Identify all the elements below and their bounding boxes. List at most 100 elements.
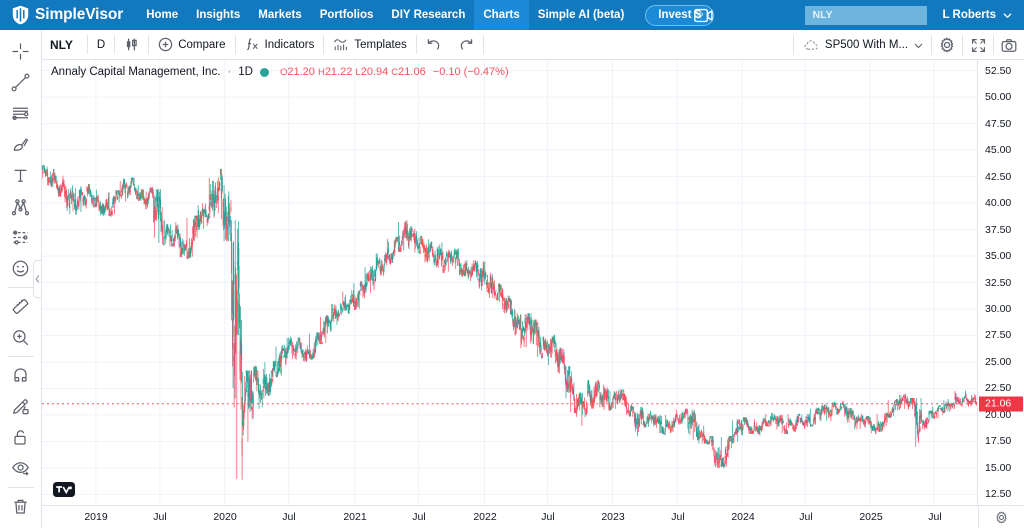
chart-toolbar-right: SP500 With M... [792,30,1024,60]
series-status-dot [259,67,269,77]
undo-button[interactable] [417,30,450,59]
shield-logo-icon [12,5,29,25]
legend-ohlc: O21.20 H21.22 L20.94 C21.06 −0.10 (−0.47… [280,66,509,78]
fx-icon [246,38,258,51]
legend-close-label: C [391,67,399,78]
price-tick-label: 42.50 [985,170,1012,183]
draw-lock-icon[interactable] [5,391,37,422]
video-help-icon[interactable]: ? [691,0,717,30]
price-tick-label: 47.50 [985,117,1012,130]
measure-ruler-icon[interactable] [5,291,37,322]
toolbar-divider [482,35,484,54]
symbol-search-input[interactable] [804,5,927,25]
last-price-badge: 21.06 [979,396,1023,412]
eye-hide-icon[interactable] [5,453,37,484]
interval-button[interactable]: D [96,38,106,51]
plot-area[interactable]: Annaly Capital Management, Inc. · 1D O21… [41,60,978,506]
chevron-left-icon [35,275,40,283]
nav-item-home[interactable]: Home [146,9,179,21]
time-tick-label: 2021 [343,511,367,523]
price-tick-label: 40.00 [985,197,1012,210]
legend-series-title[interactable]: Annaly Capital Management, Inc. [51,66,221,78]
indicators-button[interactable]: Indicators [236,30,324,59]
time-tick-label: 2020 [213,511,237,523]
candles [41,164,978,480]
chart-area: Annaly Capital Management, Inc. · 1D O21… [41,60,1024,506]
nav-item-simple-ai[interactable]: Simple AI (beta) [537,9,625,21]
legend-open-label: O [279,67,288,78]
price-tick-label: 37.50 [985,223,1012,236]
chart-settings-button[interactable] [932,30,962,60]
time-tick-label: 2022 [473,511,497,523]
layout-select[interactable]: SP500 With M... [794,30,931,60]
nav-item-portfolios[interactable]: Portfolios [319,9,374,21]
fullscreen-icon [971,38,985,52]
nav-item-insights[interactable]: Insights [196,9,241,21]
trash-icon[interactable] [5,491,37,522]
time-tick-label: Jul [799,511,813,523]
compare-button[interactable]: Compare [149,30,234,59]
chart-legend: Annaly Capital Management, Inc. · 1D O21… [51,66,509,78]
cross-cursor-icon[interactable] [5,36,37,67]
price-tick-label: 27.50 [985,329,1012,342]
top-navigation-bar: SimpleVisor Home Insights Markets Portfo… [0,0,1024,30]
toolbar-divider [792,35,794,55]
plus-circle-icon [158,37,173,52]
nav-item-diy-research[interactable]: DIY Research [391,9,466,21]
toolbar-divider [7,487,34,488]
redo-icon [460,39,473,50]
chevron-down-icon [1003,12,1012,18]
lock-icon[interactable] [5,422,37,453]
chart-type-button[interactable] [115,30,148,59]
app-shell: NLY D Compare [0,30,1024,528]
legend-low-label: L [355,67,361,78]
toolbar-divider [931,35,932,55]
indicators-label: Indicators [264,38,315,51]
fullscreen-button[interactable] [963,30,993,60]
user-name-label: L Roberts [942,9,996,21]
redo-button[interactable] [450,30,483,59]
trend-line-icon[interactable] [5,67,37,98]
price-tick-label: 22.50 [985,382,1012,395]
toolbar-divider [114,35,116,54]
legend-low-value: 20.94 [360,66,389,78]
templates-button[interactable]: Templates [324,30,415,59]
chart-column: NLY D Compare [41,30,1024,528]
chart-toolbar: NLY D Compare [42,30,1024,60]
toolbar-collapse-handle[interactable] [33,260,42,298]
emoji-icon[interactable] [5,253,37,284]
patterns-icon[interactable] [5,222,37,253]
price-tick-label: 30.00 [985,302,1012,315]
time-scale[interactable]: 2019 Jul 2020 Jul 2021 Jul 2022 Jul 2023 Jul 2024 J… [42,505,1024,528]
price-tick-label: 52.50 [985,64,1012,77]
text-icon[interactable] [5,160,37,191]
price-scale[interactable]: 52.50 50.00 47.50 45.00 42.50 40.00 37.50 35.00… [978,60,1024,505]
time-tick-label: Jul [928,511,942,523]
price-tick-label: 32.50 [985,276,1012,289]
pitchfork-icon[interactable] [5,191,37,222]
horizontal-lines-icon[interactable] [5,98,37,129]
time-tick-label: 2023 [601,511,625,523]
nav-item-charts[interactable]: Charts [474,0,529,30]
toolbar-divider [234,35,236,54]
nav-item-markets[interactable]: Markets [258,9,302,21]
time-scale-settings-button[interactable] [978,506,1024,528]
legend-high-value: 21.22 [324,66,353,78]
magnet-icon[interactable] [5,360,37,391]
gear-icon [996,511,1007,523]
brush-icon[interactable] [5,129,37,160]
price-tick-label: 12.50 [985,488,1012,501]
candlestick-plot [41,60,978,506]
time-tick-label: Jul [541,511,555,523]
symbol-button[interactable]: NLY [50,37,73,52]
tradingview-logo-icon[interactable] [52,481,75,497]
zoom-in-icon[interactable] [5,322,37,353]
toolbar-divider [86,35,88,54]
price-tick-label: 45.00 [985,144,1012,157]
user-menu[interactable]: L Roberts [927,9,1024,21]
indicator-template-icon [334,39,348,51]
legend-separator: · [227,66,232,78]
compare-label: Compare [178,38,226,51]
brand-logo-group[interactable]: SimpleVisor [0,0,137,30]
snapshot-button[interactable] [994,30,1024,60]
